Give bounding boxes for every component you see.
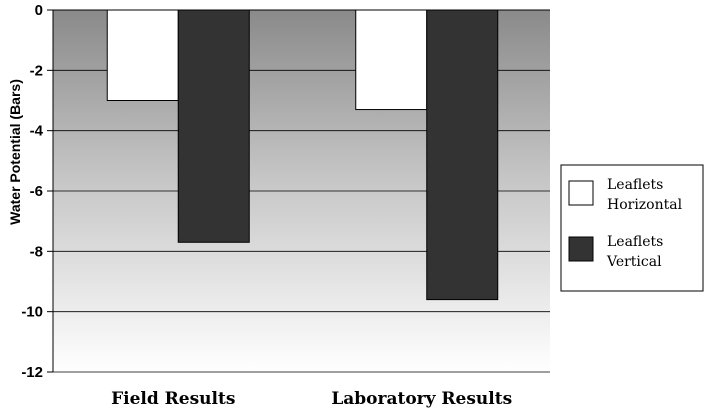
legend-swatch: [568, 180, 594, 206]
bar-field-results-leaflets-vertical: [177, 9, 250, 243]
y-tick-label: -10: [21, 304, 43, 321]
x-category-label: Laboratory Results: [331, 389, 512, 409]
legend-label: Leaflets Horizontal: [607, 177, 683, 213]
bar-field-results-leaflets-horizontal: [106, 9, 179, 101]
y-tick-label: -2: [30, 62, 43, 79]
y-tick-label: -6: [30, 183, 43, 200]
y-tick-label: -12: [21, 364, 43, 381]
bar-laboratory-results-leaflets-horizontal: [355, 9, 428, 111]
legend-swatch: [568, 236, 594, 262]
y-tick-label: -8: [30, 243, 43, 260]
y-axis-label: Water Potential (Bars): [7, 79, 23, 225]
axes: 0 -2 -4 -6 -8 -10 -12 Field Results Laboratory R…: [21, 2, 550, 409]
legend: Leaflets Horizontal Leaflets Vertical: [560, 164, 704, 292]
bar-laboratory-results-leaflets-vertical: [426, 9, 499, 301]
legend-label: Leaflets Vertical: [606, 234, 663, 270]
y-tick-label: -4: [30, 123, 44, 140]
y-tick-label: 0: [35, 2, 43, 19]
bars: [106, 9, 499, 301]
x-category-label: Field Results: [111, 389, 235, 409]
